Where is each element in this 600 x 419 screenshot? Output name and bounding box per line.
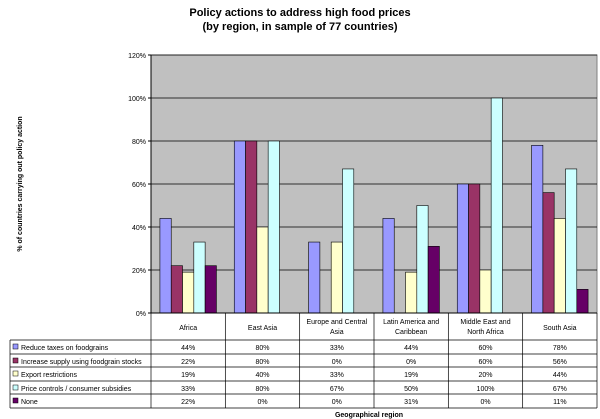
legend-label: None [21,399,38,406]
data-label: 33% [181,386,195,393]
bar [245,140,258,314]
data-label: 60% [478,345,492,352]
y-tick-label: 20% [132,268,146,275]
data-label: 19% [404,372,418,379]
bar [308,241,321,314]
legend-swatch [12,384,19,391]
data-label: 0% [406,359,416,366]
category-label: Africa [179,325,197,332]
category-label: Latin America and [383,319,439,326]
data-label: 19% [181,372,195,379]
data-label: 80% [255,359,269,366]
chart-title: Policy actions to address high food pric… [189,7,410,19]
data-label: 11% [553,399,567,406]
category-label: North Africa [467,329,504,336]
bar [479,269,492,314]
data-label: 60% [478,359,492,366]
data-label: 0% [257,399,267,406]
bar [531,145,544,314]
data-label: 56% [553,359,567,366]
bar [182,271,195,314]
data-label: 100% [477,386,495,393]
bar [204,265,217,314]
data-label: 33% [330,345,344,352]
legend-label: Reduce taxes on foodgrains [21,345,109,352]
data-label: 22% [181,359,195,366]
data-label: 22% [181,399,195,406]
bar [342,168,355,314]
bar [405,271,418,314]
data-label: 67% [553,386,567,393]
category-label: Europe and Central [306,319,367,326]
data-label: 80% [255,345,269,352]
category-label: East Asia [248,325,277,332]
bar [553,218,566,314]
bar [193,241,206,314]
category-label: Middle East and [460,319,510,326]
bar [468,183,481,314]
bar [256,226,269,314]
bar [542,192,555,314]
y-axis-label: % of countries carrying out policy actio… [17,116,24,251]
bar [427,246,440,314]
category-label: South Asia [543,325,577,332]
bar [267,140,280,314]
bar [576,289,589,314]
category-label: Asia [330,329,344,336]
legend-swatch [12,397,19,404]
legend-label: Increase supply using foodgrain stocks [21,359,142,366]
bar [490,97,503,314]
legend-swatch [12,357,19,364]
x-axis-label: Geographical region [335,412,403,419]
data-label: 44% [404,345,418,352]
bar [456,183,469,314]
bar [565,168,578,314]
y-tick-label: 60% [132,182,146,189]
y-tick-label: 120% [128,53,146,60]
data-label: 80% [255,386,269,393]
y-tick-label: 40% [132,225,146,232]
chart-subtitle: (by region, in sample of 77 countries) [203,21,398,33]
legend-swatch [12,343,19,350]
legend-label: Export restrictions [21,372,78,379]
data-label: 0% [332,359,342,366]
data-label: 0% [480,399,490,406]
bar [170,265,183,314]
y-tick-label: 100% [128,96,146,103]
y-tick-label: 0% [136,311,146,318]
data-label: 44% [181,345,195,352]
data-label: 0% [332,399,342,406]
bar [159,218,172,314]
bar [330,241,343,314]
bar [382,218,395,314]
bar [233,140,246,314]
data-label: 78% [553,345,567,352]
bar [416,205,429,314]
data-label: 67% [330,386,344,393]
data-label: 40% [255,372,269,379]
category-label: Caribbean [395,329,427,336]
data-label: 33% [330,372,344,379]
data-label: 31% [404,399,418,406]
y-tick-label: 80% [132,139,146,146]
legend-swatch [12,370,19,377]
data-label: 50% [404,386,418,393]
legend-label: Price controls / consumer subsidies [21,386,132,393]
data-label: 44% [553,372,567,379]
data-label: 20% [478,372,492,379]
